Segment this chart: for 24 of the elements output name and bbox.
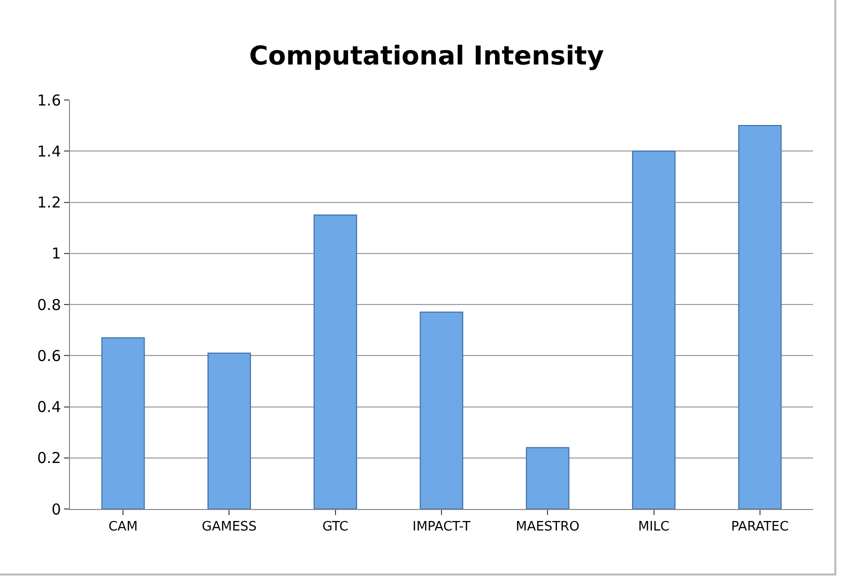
y-tick-label: 0.8 xyxy=(37,296,61,314)
x-tick-label: GAMESS xyxy=(202,520,257,535)
y-tick-label: 1.2 xyxy=(37,194,61,212)
y-tick-label: 0.2 xyxy=(37,449,61,468)
bar xyxy=(314,214,358,509)
y-tick-label: 1 xyxy=(51,244,61,263)
bar xyxy=(526,447,570,509)
x-tick-label: GTC xyxy=(322,520,348,535)
y-tick-label: 0.4 xyxy=(37,398,61,416)
bar xyxy=(632,150,676,509)
bar xyxy=(738,125,782,509)
bar xyxy=(420,312,464,509)
x-tick-label: IMPACT-T xyxy=(412,520,471,535)
x-tick-label: MILC xyxy=(638,520,670,535)
y-tick-label: 1.4 xyxy=(37,142,61,160)
x-tick-label: MAESTRO xyxy=(516,520,580,535)
bar xyxy=(101,337,145,509)
y-tick-label: 1.6 xyxy=(37,91,61,110)
y-tick-label: 0.6 xyxy=(37,346,61,365)
bar xyxy=(207,352,251,509)
x-tick-label: PARATEC xyxy=(731,520,789,535)
x-tick-label: CAM xyxy=(108,520,138,535)
chart-title: Computational Intensity xyxy=(249,42,604,72)
y-tick-label: 0 xyxy=(51,500,61,518)
